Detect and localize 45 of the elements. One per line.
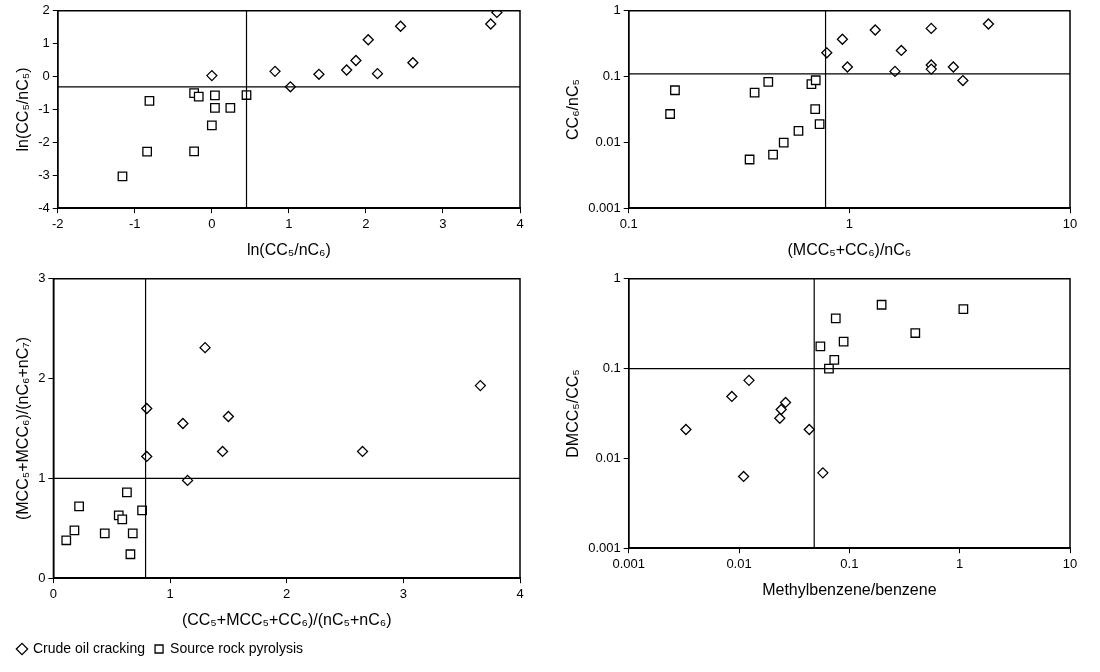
y-tick-label: -2 xyxy=(38,133,50,149)
x-tick-label: 10 xyxy=(1062,215,1078,231)
y-tick-label: 0 xyxy=(42,68,50,84)
y-tick-label: 0.01 xyxy=(595,449,621,465)
x-axis-title: ln(CC₅/nC₆) xyxy=(246,240,331,258)
y-tick-label: 0.001 xyxy=(588,539,621,555)
legend-label: Source rock pyrolysis xyxy=(170,639,304,656)
x-tick-label: 1 xyxy=(285,215,293,231)
y-axis-title: CC₆/nC₅ xyxy=(564,79,582,140)
x-axis-title: (MCC₅+CC₆)/nC₆ xyxy=(787,240,912,258)
y-tick-label: 1 xyxy=(42,35,50,51)
y-tick-label: 1 xyxy=(38,469,46,485)
x-tick-label: 0.01 xyxy=(726,555,752,571)
y-axis-title: (MCC₅+MCC₆)/(nC₆+nC₇) xyxy=(14,336,32,521)
y-tick-label: 1 xyxy=(613,270,621,286)
y-tick-label: 0 xyxy=(38,569,46,585)
y-tick-label: 0.1 xyxy=(602,68,621,84)
x-tick-label: -1 xyxy=(129,215,141,231)
x-tick-label: 3 xyxy=(439,215,447,231)
x-tick-label: 1 xyxy=(956,555,964,571)
y-tick-label: -1 xyxy=(38,101,50,117)
x-axis-title: Methylbenzene/benzene xyxy=(762,580,937,598)
y-tick-label: 2 xyxy=(38,370,46,386)
y-axis-title: ln(CC₅/nC₅) xyxy=(14,67,32,152)
x-tick-label: 2 xyxy=(283,585,291,601)
x-tick-label: 4 xyxy=(516,215,524,231)
x-axis-title: (CC₅+MCC₅+CC₆)/(nC₅+nC₆) xyxy=(181,610,392,628)
x-tick-label: 4 xyxy=(516,585,524,601)
y-tick-label: 2 xyxy=(42,2,50,18)
y-axis-title: DMCC₅/CC₅ xyxy=(564,369,582,458)
legend-label: Crude oil cracking xyxy=(33,639,146,656)
y-tick-label: -4 xyxy=(38,199,50,215)
x-tick-label: 1 xyxy=(166,585,174,601)
x-tick-label: 1 xyxy=(845,215,853,231)
y-tick-label: 0.001 xyxy=(588,199,621,215)
x-tick-label: 2 xyxy=(362,215,370,231)
x-tick-label: 3 xyxy=(399,585,407,601)
y-tick-label: 0.01 xyxy=(595,133,621,149)
y-tick-label: 0.1 xyxy=(602,360,621,376)
x-tick-label: 0.1 xyxy=(840,555,859,571)
y-tick-label: -3 xyxy=(38,166,50,182)
x-tick-label: 10 xyxy=(1062,555,1078,571)
x-tick-label: 0 xyxy=(208,215,216,231)
y-tick-label: 3 xyxy=(38,270,46,286)
y-tick-label: 1 xyxy=(613,2,621,18)
